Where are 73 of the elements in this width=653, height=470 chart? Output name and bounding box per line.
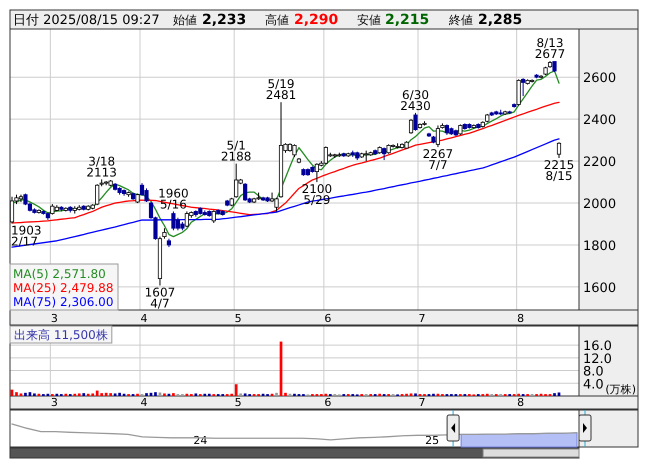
- candlestick: [274, 197, 279, 212]
- candlestick: [162, 228, 167, 240]
- x-tick-label: 6: [324, 312, 332, 325]
- candlestick: [436, 124, 440, 148]
- bar: [82, 393, 86, 396]
- text: 2,285: [478, 12, 522, 28]
- annotation: 1960: [158, 186, 189, 200]
- text: 2,290: [294, 12, 339, 28]
- bar: [91, 393, 94, 396]
- bar: [275, 392, 278, 396]
- candlestick: [212, 210, 216, 224]
- chart-title: 日付 2025/08/15 09:27: [13, 13, 160, 28]
- chart-title: 出来高 11,500株: [14, 328, 108, 342]
- x-tick-label: 25: [425, 434, 440, 447]
- bar: [96, 390, 99, 396]
- bar: [239, 393, 242, 396]
- bar: [114, 393, 116, 396]
- bar: [194, 393, 198, 396]
- candlestick: [10, 196, 14, 224]
- bar: [78, 393, 81, 396]
- candlestick: [144, 188, 149, 203]
- y-tick-label: 1800: [583, 238, 616, 254]
- annotation: 3/18: [88, 154, 116, 168]
- x-tick-label: 6: [324, 396, 332, 409]
- bar: [163, 393, 166, 396]
- y-tick-label: 16.0: [583, 339, 612, 354]
- candlestick: [386, 144, 391, 154]
- candlestick: [135, 193, 140, 204]
- bar: [414, 393, 417, 396]
- x-tick-label: 3: [50, 312, 58, 325]
- text: 高値: [265, 13, 289, 27]
- bar: [234, 384, 238, 396]
- candlestick: [552, 61, 557, 72]
- x-tick-label: 3: [50, 396, 58, 409]
- y-tick-label: 2200: [583, 155, 616, 170]
- y-tick-label: 2000: [583, 197, 616, 212]
- y-tick-label: 12.0: [583, 352, 612, 367]
- candlestick: [556, 142, 562, 158]
- x-tick-label: 7: [418, 396, 426, 409]
- annotation: 2100: [302, 182, 332, 196]
- candlestick: [458, 124, 462, 136]
- candlestick: [234, 163, 238, 198]
- y-tick-label: 2400: [583, 113, 616, 128]
- x-tick-label: 5: [234, 396, 242, 409]
- x-tick-label: 8: [517, 396, 524, 409]
- y-tick-label: 8.0: [583, 364, 604, 380]
- y-tick-label: 4.0: [583, 377, 604, 392]
- text: 安値: [357, 13, 381, 27]
- candlestick: [413, 112, 418, 132]
- candlestick: [292, 144, 297, 158]
- y-tick-label: 2600: [583, 71, 616, 86]
- x-tick-label: 4: [140, 312, 148, 325]
- text: 2,233: [202, 12, 246, 28]
- y-tick-label: 1600: [583, 280, 616, 296]
- x-tick-label: 4: [140, 396, 148, 409]
- candlestick: [521, 78, 526, 97]
- text: 終値: [448, 13, 473, 27]
- candlestick: [408, 118, 414, 134]
- bar: [100, 393, 104, 396]
- text: 2,215: [385, 12, 430, 28]
- bar: [109, 393, 112, 396]
- legend: MA(5) 2,571.80 MA(25) 2,479.88 MA(75) 2,306.00: [10, 264, 118, 310]
- x-tick-label: 8: [517, 312, 524, 325]
- bar: [244, 393, 246, 396]
- bar: [172, 393, 175, 396]
- annotation: 6/30: [402, 88, 429, 102]
- bar: [158, 392, 162, 396]
- candlestick: [243, 182, 248, 202]
- y-axis-title: (万株): [605, 383, 636, 396]
- candlestick: [382, 146, 386, 161]
- x-tick-label: 5: [234, 312, 242, 325]
- text: 始値: [173, 13, 197, 27]
- x-tick-label: 7: [418, 312, 426, 325]
